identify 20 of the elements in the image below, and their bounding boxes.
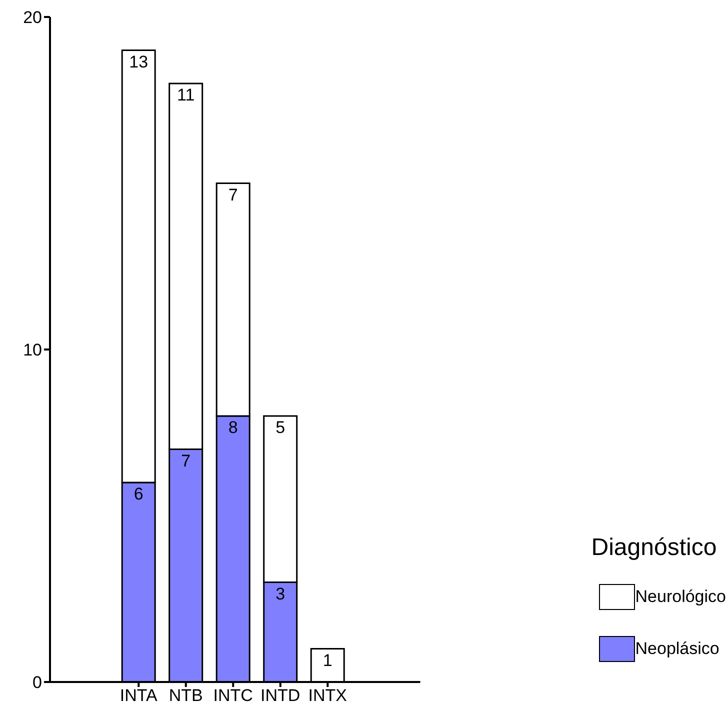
data-label: 5 xyxy=(276,418,286,438)
y-tick-label: 20 xyxy=(23,8,42,28)
data-label: 13 xyxy=(129,52,148,72)
x-tick-label: INTC xyxy=(213,686,253,706)
data-label: 3 xyxy=(276,584,286,604)
legend-label: Neoplásico xyxy=(635,639,720,659)
data-label: 11 xyxy=(177,86,195,105)
x-tick-label: INTX xyxy=(308,686,348,706)
data-label: 7 xyxy=(228,185,238,204)
x-tick-label: INTA xyxy=(120,686,158,706)
y-tick-label: 0 xyxy=(32,673,42,692)
x-tick-label: INTD xyxy=(260,686,300,706)
y-tick-label: 10 xyxy=(23,340,42,360)
data-label: 1 xyxy=(322,650,332,670)
data-label: 8 xyxy=(228,418,238,438)
legend-title: Diagnóstico xyxy=(591,534,718,562)
data-label: 6 xyxy=(134,484,144,504)
data-label: 7 xyxy=(181,451,191,470)
x-tick-label: NTB xyxy=(168,686,203,706)
legend-label: Neurológico xyxy=(635,587,726,607)
